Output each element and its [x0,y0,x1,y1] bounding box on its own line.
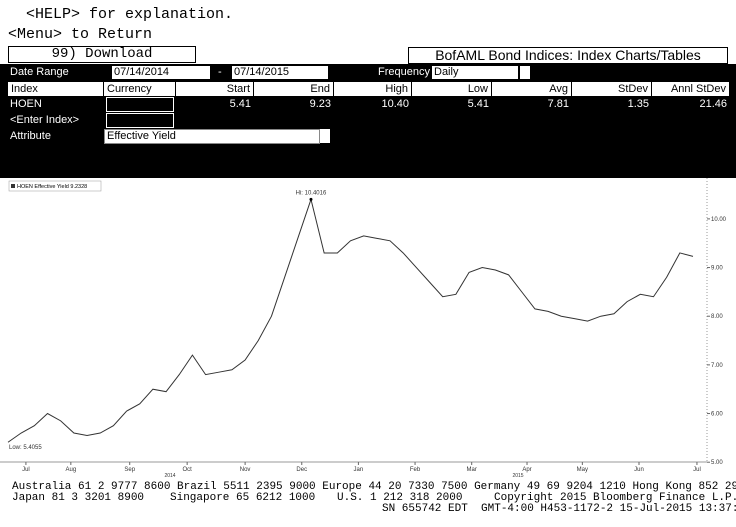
footer-line: U.S. 1 212 318 2000 [337,492,463,504]
field-cursor [320,129,330,143]
page-title: BofAML Bond Indices: Index Charts/Tables [408,47,728,64]
x-tick-label: Mar [467,467,477,473]
x-tick-label: Dec [296,467,307,473]
currency-cell[interactable] [106,113,174,128]
chart: 5.00 6.00 7.00 8.00 9.00 10.00 Jul Aug Sep Oct Nov… [0,178,727,478]
col-header: Index [8,82,104,96]
x-tick-label: Sep [124,467,135,473]
footer-line: SN 655742 EDT GMT-4:00 H453-1172-2 15-Ju… [382,503,736,515]
field-cursor [520,66,530,79]
x-tick-label: Feb [410,467,421,473]
col-header: Start [176,82,254,96]
x-tick-label: Jul [22,467,30,473]
end-date-field[interactable]: 07/14/2015 [232,66,316,79]
download-button[interactable]: 99) Download [8,46,196,63]
y-tick-label: 8.00 [711,314,723,320]
value-cell: 10.40 [381,98,409,110]
y-tick-label: 6.00 [711,412,723,418]
value-cell: 1.35 [627,98,649,110]
footer-line: Copyright 2015 Bloomberg Finance L.P. [494,492,736,504]
x-tick-label: Apr [522,467,531,473]
x-tick-label: Jun [634,467,644,473]
value-cell: 7.81 [547,98,569,110]
annotation: Low: 5.4055 [9,445,42,451]
date-range-label: Date Range [10,66,69,78]
field-cursor [198,66,210,79]
frequency-label: Frequency [378,66,430,78]
field-cursor [316,66,328,79]
frequency-field[interactable]: Daily [432,66,518,79]
y-tick-label: 7.00 [711,363,723,369]
col-header: Avg [492,82,572,96]
attribute-label: Attribute [10,130,51,142]
y-tick-label: 5.00 [711,460,723,466]
annotation: Hi: 10.4016 [296,190,327,196]
attribute-field[interactable]: Effective Yield [104,129,320,144]
value-cell: 9.23 [309,98,331,110]
col-header: High [334,82,412,96]
year-label: 2015 [512,473,523,478]
start-date-field[interactable]: 07/14/2014 [112,66,198,79]
index-cell: HOEN [10,98,42,110]
peak-marker [309,197,313,201]
x-tick-label: Nov [240,467,251,473]
value-cell: 5.41 [467,98,489,110]
value-cell: 21.46 [699,98,727,110]
col-header: Currency [104,82,176,96]
col-header: Low [412,82,492,96]
enter-index[interactable]: <Enter Index> [10,114,80,126]
x-tick-label: Aug [65,467,76,473]
menu-text: <Menu> to Return [8,26,153,43]
help-text: <HELP> for explanation. [26,6,234,23]
x-tick-label: Jan [354,467,364,473]
data-line [7,197,694,443]
footer-line: Japan 81 3 3201 8900 [12,492,145,504]
x-tick-label: Oct [182,467,192,473]
currency-cell[interactable] [106,97,174,112]
year-label: 2014 [164,473,175,478]
footer-line: Singapore 65 6212 1000 [170,492,316,504]
value-cell: 5.41 [229,98,251,110]
y-tick-label: 9.00 [711,266,723,272]
col-header: StDev [572,82,652,96]
legend-box [8,180,102,192]
y-tick-label: 10.00 [711,217,727,223]
x-tick-label: Jul [693,467,701,473]
x-tick-label: May [577,467,588,473]
legend-label: HOEN Effective Yield 9.2328 [17,184,87,190]
col-header: Annl StDev [652,82,730,96]
footer-line: Australia 61 2 9777 8600 Brazil 5511 239… [12,481,736,493]
col-header: End [254,82,334,96]
date-separator: - [218,66,222,78]
legend-swatch [11,184,15,188]
